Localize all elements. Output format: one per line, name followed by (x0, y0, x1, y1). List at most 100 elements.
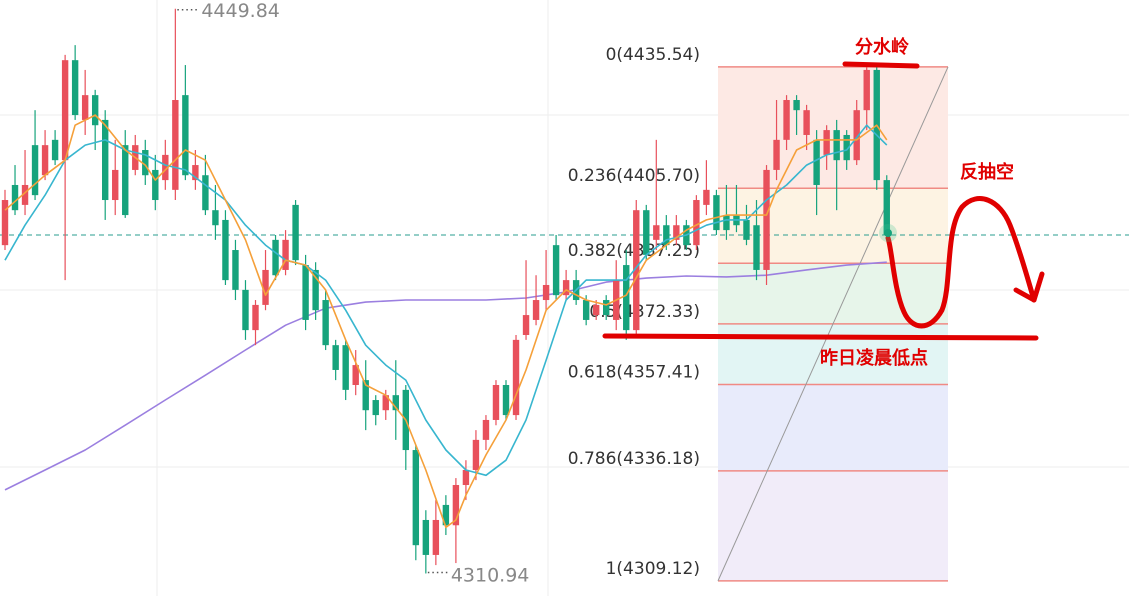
candle-body (462, 469, 470, 486)
moving-averages (4, 261, 887, 491)
candle-body (743, 219, 750, 240)
candle-body (633, 210, 640, 331)
candle-body (31, 145, 39, 196)
annotation: 反抽空 (960, 161, 1014, 183)
annotation-line (602, 333, 1039, 341)
candle-body (663, 225, 670, 246)
candle-body (552, 245, 560, 296)
fib-label: 0.236(4405.70) (568, 166, 700, 186)
candle-body (703, 189, 710, 205)
high-label: 4449.84 (201, 0, 280, 22)
fib-label: 1(4309.12) (606, 559, 700, 579)
fib-band (718, 263, 948, 324)
candle-body (102, 119, 109, 201)
candle-body (51, 139, 59, 161)
candle-body (833, 130, 840, 161)
annotation-curve (885, 196, 1037, 329)
candle-body (482, 419, 490, 440)
candle-body (362, 380, 369, 411)
candle-body (122, 145, 129, 216)
candle-body (21, 184, 29, 205)
candle-body (492, 385, 500, 420)
annotation: 昨日凌晨低点 (820, 347, 928, 369)
moving-average-line (4, 114, 888, 529)
annotations: 分水岭 反抽空 昨日凌晨低点 (602, 36, 1045, 369)
candle-body (1, 200, 9, 246)
low-label: 4310.94 (451, 564, 530, 586)
candle-body (112, 169, 119, 201)
moving-averages (4, 114, 888, 529)
candle-body (713, 195, 720, 231)
candle-body (432, 519, 440, 555)
candle-body (853, 110, 860, 161)
candle-body (192, 165, 199, 181)
candle-body (793, 100, 800, 111)
moving-average-line (4, 124, 888, 477)
candle-body (803, 110, 810, 135)
candle-body (222, 219, 229, 281)
candle-body (282, 239, 289, 270)
candle-body (442, 504, 450, 526)
candle-body (603, 300, 610, 316)
candle-body (352, 365, 359, 386)
candle-body (452, 485, 460, 526)
candle-body (142, 150, 149, 176)
candle-body (673, 225, 680, 240)
candle-body (41, 145, 49, 176)
candle-body (342, 345, 349, 390)
fib-label: 0.618(4357.41) (568, 363, 700, 383)
fib-label: 0(4435.54) (606, 45, 700, 65)
fib-band (718, 384, 948, 471)
fib-band (718, 470, 948, 581)
candle-body (522, 315, 530, 335)
fib-trend-line (717, 66, 949, 582)
annotation-line (842, 61, 920, 69)
candle-body (542, 284, 550, 301)
candle-body (592, 304, 600, 316)
candle-body (693, 200, 700, 246)
candle-body (472, 439, 480, 470)
fib-band (718, 66, 948, 189)
candle-body (813, 139, 820, 185)
last-price-dot (884, 229, 892, 237)
candle-body (91, 95, 99, 126)
candle-body (532, 300, 540, 320)
candle-body (81, 95, 89, 120)
candle-body (753, 225, 760, 270)
candle-body (763, 169, 770, 270)
candle-body (242, 289, 249, 331)
candle-body (863, 69, 870, 111)
moving-average-line (4, 261, 887, 491)
candle-body (232, 250, 239, 290)
candle-body (61, 60, 69, 161)
candle-body (502, 385, 510, 416)
candle-body (202, 175, 209, 211)
candle-body (843, 134, 850, 161)
candle-body (412, 450, 420, 546)
candle-body (512, 339, 520, 416)
candle-body (723, 215, 730, 231)
candle-body (262, 269, 269, 305)
fibonacci: 0(4435.54)0.236(4405.70)0.382(4387.25)0.… (0, 45, 1129, 582)
labels: 4449.84 4310.94 (177, 0, 529, 586)
candle-body (783, 100, 790, 140)
fib-band (718, 188, 948, 264)
candle-body (562, 280, 570, 296)
candle-body (162, 154, 169, 181)
candle-body (653, 225, 660, 240)
candle-body (272, 239, 279, 276)
candle-body (332, 345, 339, 370)
candle-body (823, 130, 830, 155)
candle-body (252, 304, 259, 331)
candle-body (773, 139, 780, 170)
candle-body (372, 400, 379, 416)
fib-label: 0.786(4336.18) (568, 449, 700, 469)
candle-body (623, 265, 630, 331)
candle-body (71, 60, 79, 116)
candle-body (212, 210, 219, 226)
candle-body (422, 519, 430, 555)
candle-body (643, 210, 650, 255)
candle-body (382, 395, 389, 411)
